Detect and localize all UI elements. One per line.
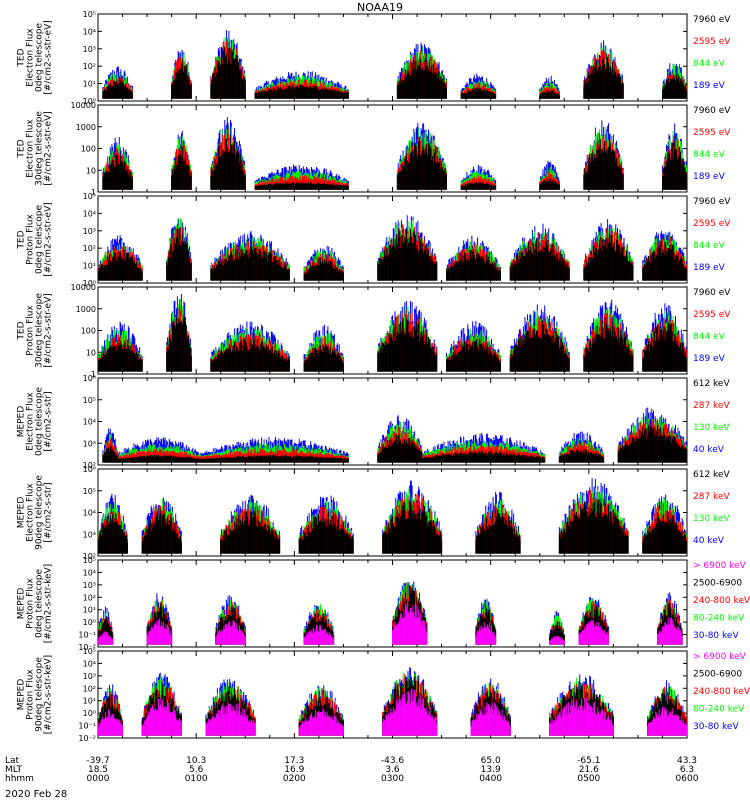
y-tick-label: 10⁵ <box>83 10 96 19</box>
y-label-line: Proton Flux <box>26 214 36 265</box>
figure-title: NOAA19 <box>357 1 403 14</box>
y-tick-label: 10⁰ <box>83 97 96 106</box>
legend-black: 7960 eV <box>693 15 731 25</box>
series-black <box>102 135 687 190</box>
y-label-line: 30deg telescope <box>35 111 45 186</box>
panel-data <box>102 30 687 99</box>
panel-data <box>98 215 687 281</box>
y-tick-label: 10000 <box>71 101 96 110</box>
y-tick-label: 100 <box>81 145 96 154</box>
legend-blue: 189 eV <box>693 81 726 91</box>
y-axis-label: TEDElectron Flux30deg telescope[#/cm2-s-… <box>17 111 54 186</box>
legend-red: 2595 eV <box>693 128 731 138</box>
y-label-line: TED <box>17 48 27 67</box>
y-axis-label: TEDProton Flux0deg telescope[#/cm2-s-str… <box>17 202 54 277</box>
legend-green: 844 eV <box>693 59 726 69</box>
y-tick-label: 10² <box>83 62 96 71</box>
legend-blue: 189 eV <box>693 263 726 273</box>
y-tick-label: 10⁴ <box>83 209 96 218</box>
legend-blue: 189 eV <box>693 172 726 182</box>
y-label-line: [#/cm2-s-str-eV] <box>44 20 54 95</box>
y-tick-label: 10² <box>83 244 96 253</box>
series-black <box>102 47 687 99</box>
y-label-line: [#/cm2-s-str-eV] <box>44 202 54 277</box>
y-tick-label: 10³ <box>83 227 96 236</box>
y-axis-label: TEDElectron Flux0deg telescope[#/cm2-s-s… <box>17 20 54 95</box>
y-label-line: 0deg telescope <box>35 23 45 93</box>
legend-green: 844 eV <box>693 241 726 251</box>
y-tick-label: 10⁵ <box>83 192 96 201</box>
y-tick-label: 10¹ <box>83 80 96 89</box>
y-label-line: [#/cm2-s-str-eV] <box>44 111 54 186</box>
y-tick-label: 1000 <box>76 123 96 132</box>
y-label-line: TED <box>17 230 27 249</box>
y-tick-label: 10⁰ <box>83 279 96 288</box>
y-tick-label: 1 <box>91 188 96 197</box>
y-label-line: 0deg telescope <box>35 205 45 275</box>
y-tick-label: 10¹ <box>83 262 96 271</box>
legend-red: 2595 eV <box>693 37 731 47</box>
panel-data <box>102 117 687 190</box>
y-tick-label: 10⁴ <box>83 27 96 36</box>
y-label-line: TED <box>17 139 27 158</box>
legend-red: 2595 eV <box>693 219 731 229</box>
y-label-line: Electron Flux <box>26 119 36 178</box>
y-label-line: Electron Flux <box>26 28 36 87</box>
legend-green: 844 eV <box>693 150 726 160</box>
panel-1: 10⁰ 10¹ 10² 10³ 10⁴ 10⁵ TEDElectron Flux0deg t… <box>17 10 732 106</box>
legend-black: 7960 eV <box>693 106 731 116</box>
panel-3: 10⁰ 10¹ 10² 10³ 10⁴ 10⁵ TEDProton Flux0deg tel… <box>17 192 732 288</box>
panel-2: 1 10 100 1000 10000 TEDElectron Flux30deg tel… <box>17 101 732 197</box>
legend-black: 7960 eV <box>693 197 731 207</box>
y-tick-label: 10³ <box>83 45 96 54</box>
y-tick-label: 10 <box>86 166 96 175</box>
